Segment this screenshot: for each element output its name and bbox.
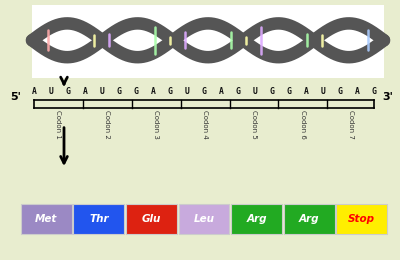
- Text: Glu: Glu: [142, 214, 161, 224]
- Text: G: G: [134, 87, 138, 96]
- Text: Arg: Arg: [246, 214, 267, 224]
- Text: Leu: Leu: [194, 214, 214, 224]
- Text: Codon 6: Codon 6: [300, 110, 306, 139]
- FancyBboxPatch shape: [178, 204, 230, 234]
- FancyBboxPatch shape: [284, 204, 335, 234]
- FancyBboxPatch shape: [32, 5, 384, 78]
- Text: G: G: [168, 87, 172, 96]
- FancyBboxPatch shape: [73, 204, 124, 234]
- Text: G: G: [286, 87, 292, 96]
- Text: U: U: [320, 87, 326, 96]
- Text: Codon 7: Codon 7: [348, 110, 354, 139]
- FancyBboxPatch shape: [231, 204, 282, 234]
- Text: Codon 2: Codon 2: [104, 110, 110, 139]
- Text: Codon 3: Codon 3: [154, 110, 159, 139]
- Text: Codon 1: Codon 1: [55, 110, 62, 139]
- Text: 5': 5': [10, 93, 22, 102]
- Text: A: A: [150, 87, 156, 96]
- Text: G: G: [270, 87, 274, 96]
- Text: U: U: [184, 87, 190, 96]
- Text: Codon 5: Codon 5: [251, 110, 257, 139]
- Text: G: G: [116, 87, 122, 96]
- Text: U: U: [48, 87, 54, 96]
- Text: Thr: Thr: [89, 214, 109, 224]
- Text: G: G: [66, 87, 70, 96]
- Text: A: A: [218, 87, 224, 96]
- Text: G: G: [202, 87, 206, 96]
- Text: U: U: [252, 87, 258, 96]
- Text: G: G: [236, 87, 240, 96]
- Text: G: G: [372, 87, 376, 96]
- Text: A: A: [82, 87, 88, 96]
- Text: Stop: Stop: [348, 214, 375, 224]
- Text: Codon 4: Codon 4: [202, 110, 208, 139]
- Text: Arg: Arg: [299, 214, 319, 224]
- FancyBboxPatch shape: [21, 204, 72, 234]
- Text: A: A: [32, 87, 36, 96]
- Text: U: U: [100, 87, 104, 96]
- FancyBboxPatch shape: [126, 204, 177, 234]
- Text: Met: Met: [35, 214, 58, 224]
- Text: A: A: [304, 87, 308, 96]
- FancyBboxPatch shape: [336, 204, 387, 234]
- Text: G: G: [338, 87, 342, 96]
- Text: 3': 3': [382, 93, 394, 102]
- Text: A: A: [354, 87, 360, 96]
